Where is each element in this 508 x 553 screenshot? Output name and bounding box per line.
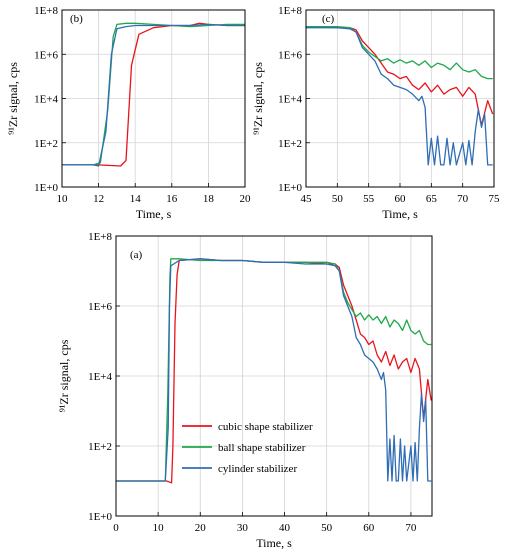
series-line-cubic — [305, 25, 494, 126]
x-tick-label: 16 — [166, 193, 178, 205]
y-axis-label: ⁹¹Zr signal, cps — [6, 62, 20, 135]
x-tick-label: 18 — [203, 193, 215, 205]
x-tick-label: 50 — [321, 522, 333, 534]
series-line-ball — [62, 22, 245, 166]
panel-a: 1E+0 1E+2 1E+4 1E+6 1E+8 0 10 20 30 40 50 60 70 (a) Ti… — [57, 231, 433, 550]
series-line-ball — [116, 258, 432, 482]
legend-label-ball: ball shape stabilizer — [218, 442, 306, 454]
y-tick-label: 1E+2 — [278, 138, 302, 150]
x-axis-label: Time, s — [382, 207, 418, 221]
x-tick-label: 30 — [237, 522, 249, 534]
x-tick-label: 20 — [195, 522, 207, 534]
plot-frame — [115, 235, 433, 517]
x-tick-label: 10 — [57, 193, 69, 205]
y-tick-label: 1E+2 — [34, 138, 58, 150]
x-tick-label: 40 — [279, 522, 291, 534]
y-axis-label: ⁹¹Zr signal, cps — [57, 339, 71, 412]
y-tick-label: 1E+8 — [34, 5, 58, 17]
x-tick-label: 60 — [395, 193, 407, 205]
x-tick-label: 70 — [457, 193, 469, 205]
x-tick-label: 50 — [332, 193, 344, 205]
y-tick-label: 1E+6 — [278, 49, 302, 61]
series-line-ball — [306, 25, 493, 80]
y-tick-label: 1E+0 — [278, 182, 302, 194]
panel-label: (b) — [70, 13, 83, 25]
x-axis-label: Time, s — [256, 536, 292, 550]
series-line-cylinder — [62, 23, 245, 167]
x-tick-label: 20 — [240, 193, 252, 205]
y-tick-label: 1E+6 — [88, 301, 112, 313]
y-axis-label: ⁹¹Zr signal, cps — [251, 62, 265, 135]
series-line-cylinder — [116, 258, 432, 482]
x-tick-label: 10 — [153, 522, 165, 534]
plot-frame — [61, 9, 246, 188]
panel-label: (c) — [322, 13, 335, 25]
x-axis-label: Time, s — [136, 207, 172, 221]
y-tick-label: 1E+6 — [34, 49, 58, 61]
y-tick-label: 1E+4 — [88, 371, 112, 383]
panel-label: (a) — [130, 249, 143, 261]
plot-frame — [305, 9, 495, 188]
x-tick-label: 12 — [93, 193, 104, 205]
y-tick-label: 1E+2 — [88, 441, 112, 453]
y-tick-label: 1E+4 — [278, 94, 302, 106]
y-tick-label: 1E+8 — [88, 231, 112, 243]
x-tick-label: 65 — [426, 193, 438, 205]
legend-label-cylinder: cylinder stabilizer — [218, 463, 297, 475]
x-tick-label: 45 — [301, 193, 313, 205]
y-tick-label: 1E+8 — [278, 5, 302, 17]
x-tick-label: 0 — [113, 522, 119, 534]
legend-label-cubic: cubic shape stabilizer — [218, 421, 313, 433]
x-tick-label: 14 — [130, 193, 142, 205]
series-line-cubic — [62, 22, 245, 167]
x-tick-label: 70 — [405, 522, 417, 534]
panel-c: 1E+0 1E+2 1E+4 1E+6 1E+8 45 50 55 60 65 70 75 (c) Tim… — [251, 5, 500, 221]
series-line-cylinder — [306, 27, 493, 166]
y-tick-label: 1E+0 — [34, 182, 58, 194]
x-tick-label: 75 — [489, 193, 501, 205]
x-tick-label: 55 — [363, 193, 375, 205]
y-tick-label: 1E+0 — [88, 511, 112, 523]
panel-b: 1E+0 1E+2 1E+4 1E+6 1E+8 10 12 14 16 18 20 (b) Time,… — [6, 5, 251, 221]
x-tick-label: 60 — [363, 522, 375, 534]
y-tick-label: 1E+4 — [34, 94, 58, 106]
